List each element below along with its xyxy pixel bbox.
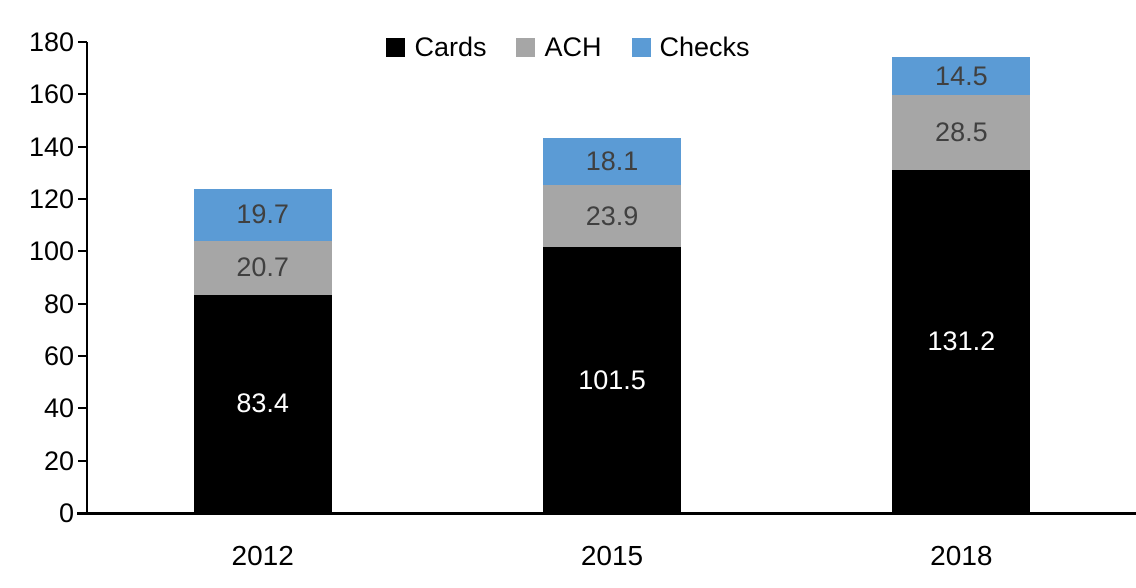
bar-segment-checks-2018: 14.5	[892, 57, 1031, 96]
bar-segment-ach-2015: 23.9	[543, 184, 681, 248]
legend: Cards ACH Checks	[0, 31, 1136, 63]
bar-segment-cards-2012: 83.4	[193, 294, 332, 513]
y-tick	[78, 459, 87, 462]
y-tick	[78, 407, 87, 410]
legend-swatch-icon	[516, 37, 536, 57]
y-tick	[78, 41, 87, 43]
y-tick	[78, 198, 87, 200]
y-tick	[78, 355, 87, 357]
y-axis-line	[86, 42, 88, 515]
bar-value-label: 14.5	[935, 60, 988, 91]
bar-value-label: 101.5	[578, 364, 646, 395]
bar-segment-cards-2015: 101.5	[543, 247, 681, 513]
y-tick-label: 0	[58, 498, 74, 528]
bar-segment-ach-2018: 28.5	[892, 95, 1031, 170]
bar-value-label: 23.9	[585, 200, 639, 231]
y-tick-label: 40	[43, 393, 74, 424]
x-axis-label-2015: 2015	[580, 540, 644, 571]
y-tick-label: 140	[28, 131, 74, 162]
legend-item-checks: Checks	[631, 31, 750, 63]
legend-swatch-icon	[386, 37, 406, 57]
bar-value-label: 131.2	[927, 325, 996, 356]
legend-item-cards: Cards	[386, 31, 486, 63]
y-tick-label: 60	[43, 341, 74, 371]
x-axis-line	[77, 512, 1136, 515]
y-tick	[78, 302, 87, 305]
bar-segment-ach-2012: 20.7	[193, 240, 332, 295]
y-tick	[78, 93, 87, 96]
y-tick-label: 100	[28, 236, 74, 267]
y-tick	[78, 250, 87, 253]
bar-value-label: 18.1	[585, 145, 639, 176]
x-axis-label-2012: 2012	[231, 540, 294, 571]
bar-value-label: 28.5	[935, 116, 988, 147]
y-tick-label: 160	[28, 79, 74, 110]
legend-label: Checks	[659, 32, 750, 62]
legend-label: Cards	[414, 32, 487, 62]
bar-segment-checks-2015: 18.1	[543, 137, 681, 185]
legend-swatch-icon	[631, 37, 651, 57]
x-axis-label-2018: 2018	[930, 540, 993, 571]
y-tick-label: 20	[43, 445, 74, 476]
y-tick-label: 180	[28, 27, 74, 57]
bar-value-label: 19.7	[236, 199, 289, 230]
bar-segment-cards-2018: 131.2	[892, 169, 1031, 513]
y-tick	[78, 145, 87, 148]
legend-label: ACH	[544, 32, 602, 62]
legend-item-ach: ACH	[516, 31, 602, 63]
bar-value-label: 83.4	[236, 388, 289, 419]
y-tick-label: 80	[43, 288, 74, 319]
bar-value-label: 20.7	[236, 252, 289, 283]
bar-segment-checks-2012: 19.7	[193, 189, 332, 241]
y-tick-label: 120	[28, 184, 74, 214]
